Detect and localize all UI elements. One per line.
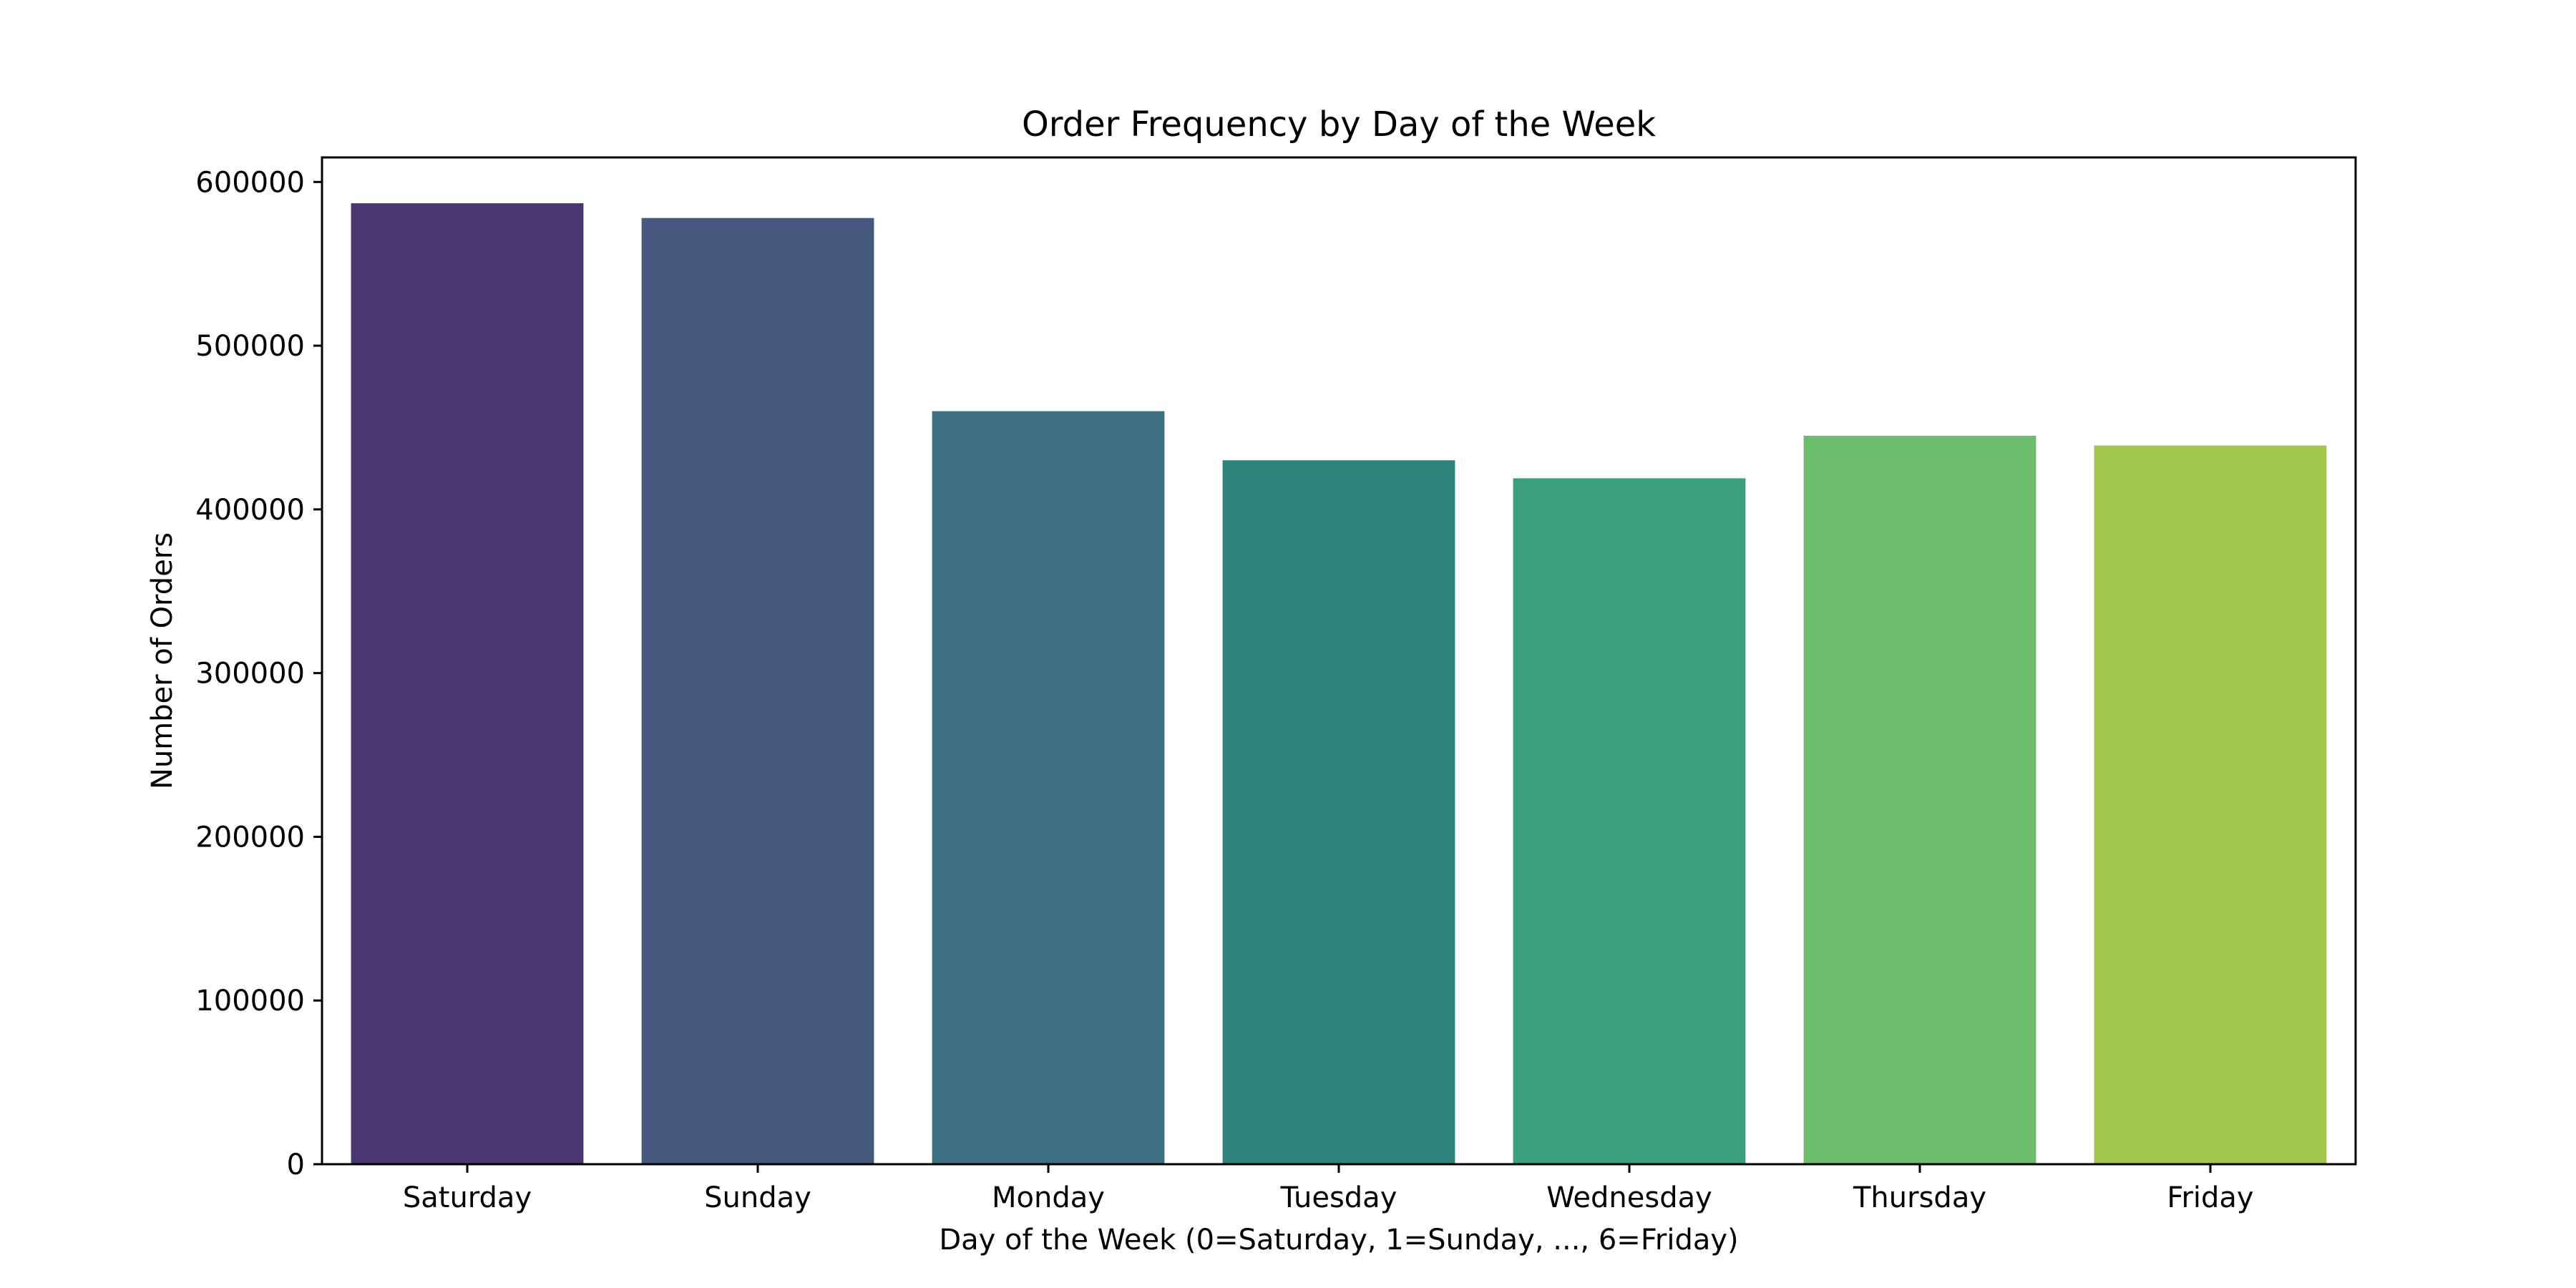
bar-tuesday [1222,460,1455,1164]
y-tick-label: 400000 [195,494,305,527]
y-tick-label: 200000 [195,821,305,854]
y-tick-label: 100000 [195,985,305,1018]
x-axis-label: Day of the Week (0=Saturday, 1=Sunday, .… [939,1224,1738,1257]
x-tick-label: Friday [2167,1181,2253,1214]
y-tick-label: 0 [287,1148,305,1181]
bar-wednesday [1513,478,1746,1164]
bar-sunday [641,218,874,1164]
x-tick-label: Saturday [403,1181,532,1214]
y-tick-label: 300000 [195,658,305,691]
x-tick-label: Wednesday [1546,1181,1712,1214]
bar-friday [2094,445,2327,1164]
bar-monday [932,411,1165,1164]
y-tick-label: 600000 [195,166,305,199]
y-axis-label: Number of Orders [146,532,179,789]
x-tick-label: Tuesday [1280,1181,1397,1214]
x-tick-label: Monday [992,1181,1105,1214]
x-tick-label: Sunday [704,1181,811,1214]
bars-group [351,203,2327,1164]
bar-thursday [1803,435,2036,1164]
x-tick-label: Thursday [1853,1181,1986,1214]
bar-saturday [351,203,584,1164]
y-tick-label: 500000 [195,330,305,363]
x-axis: Saturday Sunday Monday Tuesday Wednesday Thur… [403,1164,2254,1214]
chart-title: Order Frequency by Day of the Week [1022,104,1656,145]
y-axis: 0 100000 200000 300000 400000 500000 600000 [195,166,322,1181]
